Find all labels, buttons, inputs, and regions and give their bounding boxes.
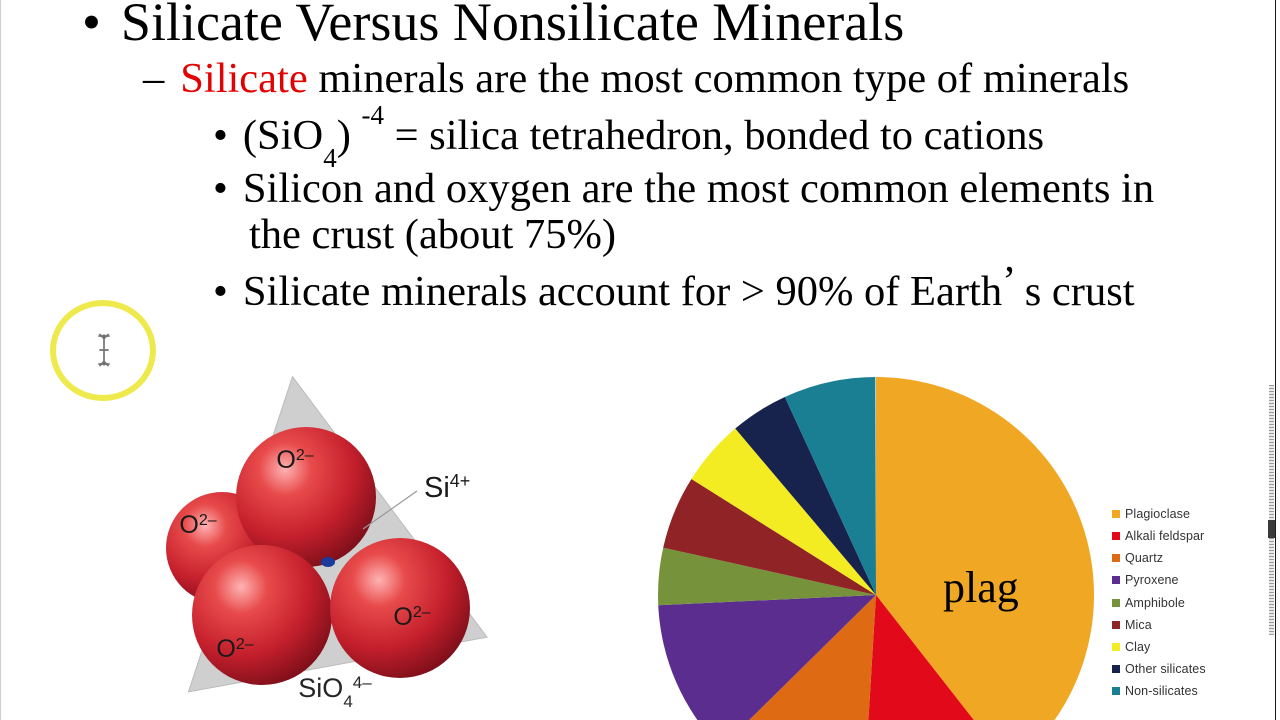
svg-text:plag: plag xyxy=(943,563,1019,612)
